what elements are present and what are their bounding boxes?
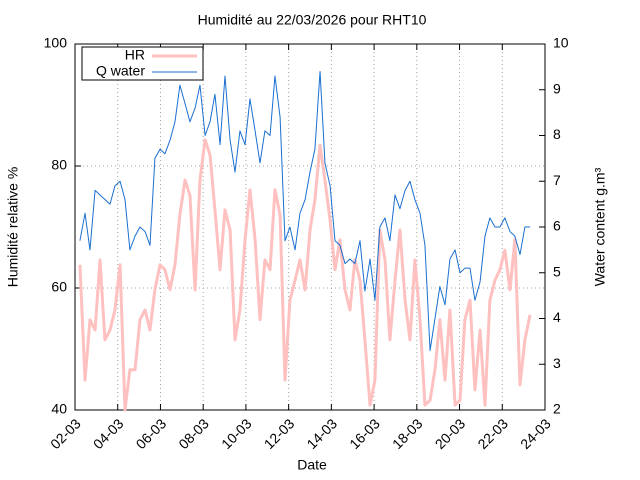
y2-axis-label: Water content g.m³ (592, 167, 608, 286)
x-tick-label: 12-03 (261, 415, 298, 452)
chart-title: Humidité au 22/03/2026 pour RHT10 (198, 12, 427, 28)
x-tick-label: 18-03 (389, 415, 426, 452)
legend-box (81, 46, 204, 81)
y-tick-label: 40 (51, 401, 67, 417)
series-line (78, 138, 532, 412)
legend-label: HR (125, 47, 145, 63)
x-tick-label: 20-03 (432, 415, 469, 452)
x-tick-label: 04-03 (90, 415, 127, 452)
y2-tick-label: 6 (553, 218, 561, 234)
y-axis-label: Humidité relative % (5, 167, 21, 288)
x-tick-label: 14-03 (303, 415, 340, 452)
y2-tick-label: 2 (553, 401, 561, 417)
legend-label: Q water (96, 63, 145, 79)
y2-tick-label: 3 (553, 355, 561, 371)
x-tick-label: 22-03 (474, 415, 511, 452)
x-axis-label: Date (297, 457, 327, 473)
x-tick-label: 24-03 (517, 415, 554, 452)
y-tick-label: 80 (51, 157, 67, 173)
y2-tick-label: 8 (553, 126, 561, 142)
y2-tick-label: 10 (553, 35, 569, 51)
x-tick-label: 06-03 (133, 415, 170, 452)
series-line (79, 70, 531, 352)
y-tick-label: 60 (51, 279, 67, 295)
x-tick-label: 10-03 (218, 415, 255, 452)
y2-tick-label: 7 (553, 172, 561, 188)
y2-tick-label: 5 (553, 263, 561, 279)
x-tick-label: 08-03 (175, 415, 212, 452)
x-tick-label: 02-03 (47, 415, 84, 452)
y-tick-label: 100 (44, 35, 68, 51)
y2-tick-label: 9 (553, 80, 561, 96)
plot-frame (74, 43, 546, 411)
x-tick-label: 16-03 (346, 415, 383, 452)
y2-tick-label: 4 (553, 309, 561, 325)
